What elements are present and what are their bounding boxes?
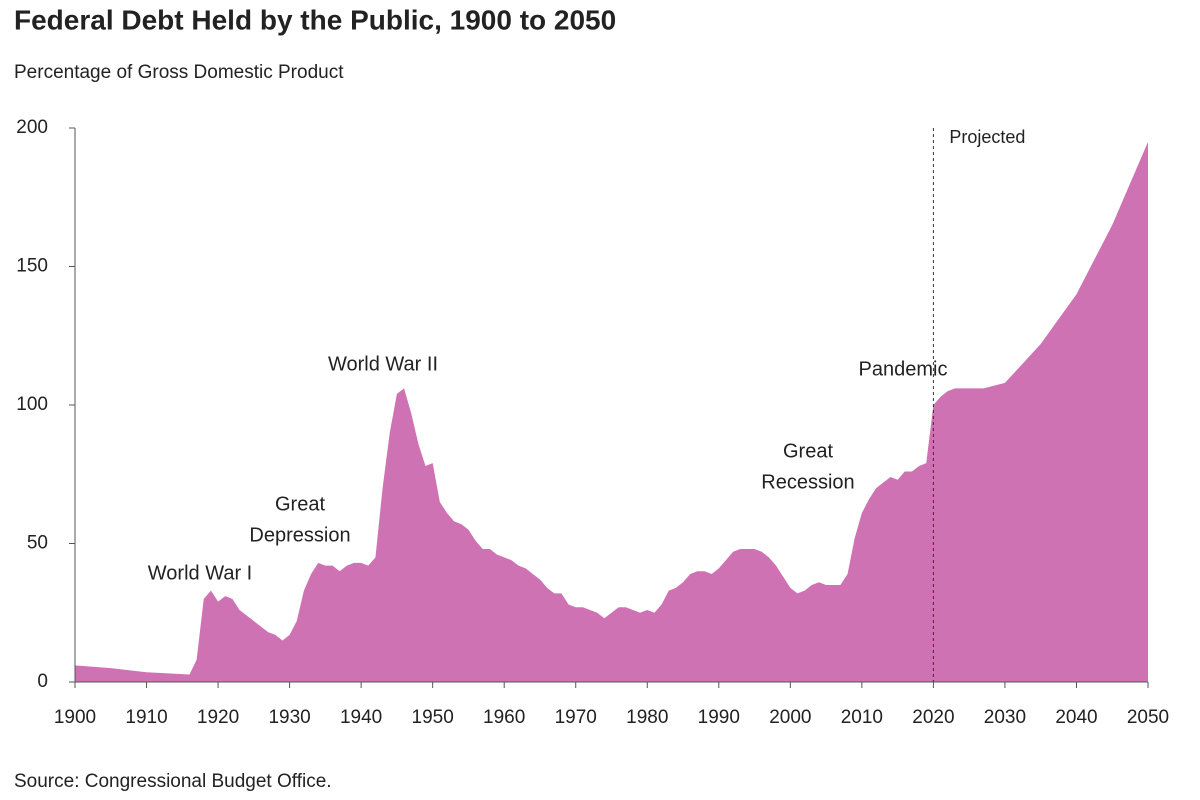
x-tick-label: 1970 [555,707,597,728]
chart-subtitle: Percentage of Gross Domestic Product [14,62,344,83]
y-tick-label: 50 [27,533,48,554]
x-tick-label: 1980 [626,707,668,728]
source-note: Source: Congressional Budget Office. [14,771,332,792]
annotation: World War I [148,562,252,584]
annotation: Depression [249,524,350,546]
y-tick-label: 200 [16,117,48,138]
chart-title: Federal Debt Held by the Public, 1900 to… [14,4,616,35]
x-tick-label: 2000 [769,707,811,728]
annotation: World War II [328,353,438,375]
annotation: Recession [761,471,854,493]
x-tick-label: 1940 [340,707,382,728]
x-tick-label: 1930 [268,707,310,728]
x-tick-label: 1900 [54,707,96,728]
x-tick-label: 2030 [984,707,1026,728]
annotation: Great [783,440,833,462]
area [75,141,1148,683]
projection-label: Projected [949,127,1025,147]
x-tick-label: 1960 [483,707,525,728]
x-tick-label: 2050 [1127,707,1169,728]
y-tick-label: 0 [37,671,48,692]
x-tick-label: 1990 [698,707,740,728]
annotation: Pandemic [859,358,948,380]
x-tick-label: 1950 [412,707,454,728]
x-tick-label: 1910 [125,707,167,728]
x-tick-label: 1920 [197,707,239,728]
x-tick-label: 2010 [841,707,883,728]
y-tick-label: 100 [16,394,48,415]
x-tick-label: 2020 [912,707,954,728]
y-tick-label: 150 [16,256,48,277]
annotation: Great [275,493,325,515]
x-tick-label: 2040 [1055,707,1097,728]
